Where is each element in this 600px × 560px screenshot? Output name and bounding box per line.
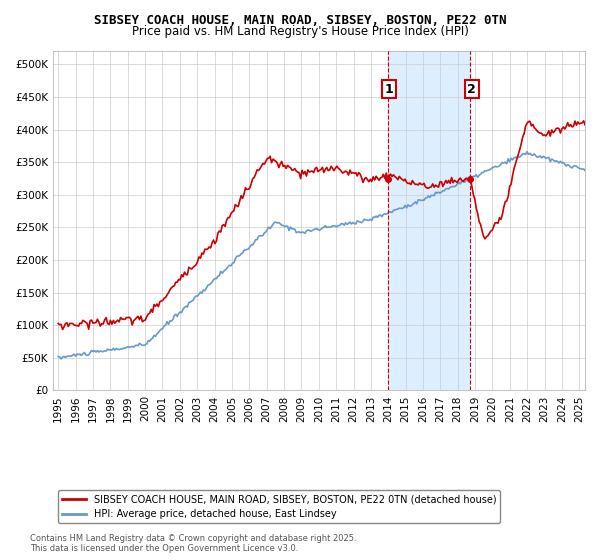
Text: SIBSEY COACH HOUSE, MAIN ROAD, SIBSEY, BOSTON, PE22 0TN: SIBSEY COACH HOUSE, MAIN ROAD, SIBSEY, B… — [94, 14, 506, 27]
Text: Price paid vs. HM Land Registry's House Price Index (HPI): Price paid vs. HM Land Registry's House … — [131, 25, 469, 38]
Text: Contains HM Land Registry data © Crown copyright and database right 2025.
This d: Contains HM Land Registry data © Crown c… — [30, 534, 356, 553]
Text: 2: 2 — [467, 83, 476, 96]
Legend: SIBSEY COACH HOUSE, MAIN ROAD, SIBSEY, BOSTON, PE22 0TN (detached house), HPI: A: SIBSEY COACH HOUSE, MAIN ROAD, SIBSEY, B… — [58, 490, 500, 523]
Text: 1: 1 — [385, 83, 394, 96]
Bar — [388, 52, 470, 390]
